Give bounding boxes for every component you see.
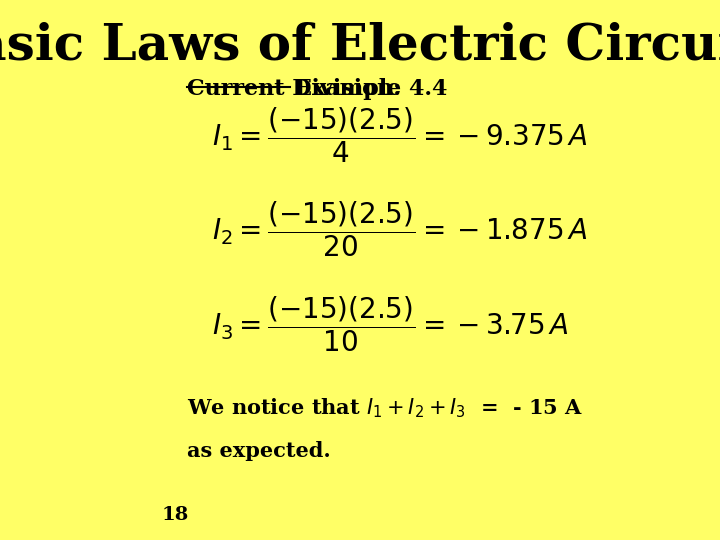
Text: Current Division:: Current Division: — [187, 78, 401, 100]
Text: 18: 18 — [161, 506, 189, 524]
Text: Example 4.4: Example 4.4 — [294, 78, 447, 100]
Text: as expected.: as expected. — [187, 441, 330, 461]
Text: We notice that $I_1 + I_2 + I_3$  =  - 15 A: We notice that $I_1 + I_2 + I_3$ = - 15 … — [187, 396, 583, 420]
Text: $I_1 = \dfrac{(-15)(2.5)}{4} = -9.375\, A$: $I_1 = \dfrac{(-15)(2.5)}{4} = -9.375\, … — [212, 105, 588, 165]
Text: $I_3 = \dfrac{(-15)(2.5)}{10} = -3.75\, A$: $I_3 = \dfrac{(-15)(2.5)}{10} = -3.75\, … — [212, 294, 569, 354]
Text: $I_2 = \dfrac{(-15)(2.5)}{20} = -1.875\, A$: $I_2 = \dfrac{(-15)(2.5)}{20} = -1.875\,… — [212, 200, 588, 259]
Text: Basic Laws of Electric Circuits: Basic Laws of Electric Circuits — [0, 22, 720, 71]
